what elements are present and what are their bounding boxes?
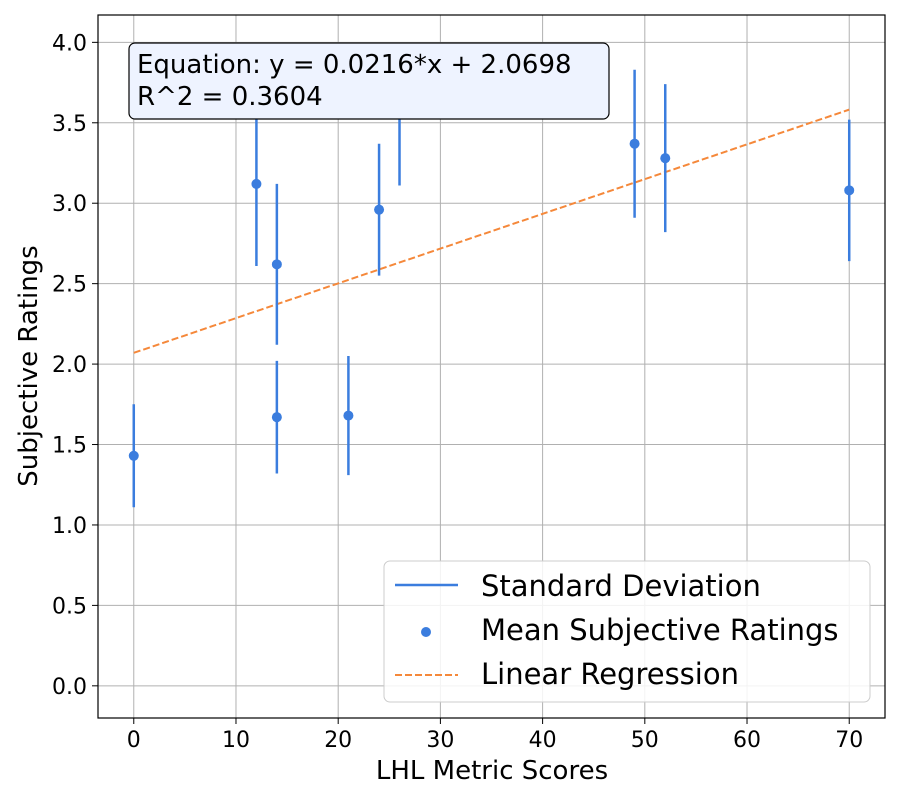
plot-frame <box>97 14 886 719</box>
x-axis-ticks: 0 10 20 30 40 50 60 70 <box>127 718 863 753</box>
y-tick-label: 0.0 <box>52 675 87 700</box>
mean-point <box>251 178 262 189</box>
mean-point <box>374 204 385 215</box>
x-tick-label: 50 <box>631 728 659 753</box>
legend-label-regression: Linear Regression <box>481 657 739 691</box>
legend: Standard Deviation Mean Subjective Ratin… <box>383 560 871 703</box>
legend-frame <box>383 560 871 703</box>
mean-point <box>343 410 354 421</box>
legend-label-mean: Mean Subjective Ratings <box>481 613 839 647</box>
x-axis-label: LHL Metric Scores <box>376 756 608 786</box>
x-tick-label: 10 <box>222 728 250 753</box>
equation-box: Equation: y = 0.0216*x + 2.0698 R^2 = 0.… <box>128 42 610 120</box>
y-tick-label: 3.0 <box>52 192 87 217</box>
regression-line <box>133 108 850 354</box>
equation-text: Equation: y = 0.0216*x + 2.0698 <box>137 50 572 80</box>
mean-point <box>629 138 640 149</box>
x-tick-label: 40 <box>529 728 557 753</box>
r-squared-text: R^2 = 0.3604 <box>137 82 323 112</box>
legend-label-sd: Standard Deviation <box>481 569 761 603</box>
y-axis-ticks: 0.0 0.5 1.0 1.5 2.0 2.5 3.0 3.5 4.0 <box>52 31 98 700</box>
y-tick-label: 1.0 <box>52 514 87 539</box>
mean-point <box>271 259 282 270</box>
equation-box-frame <box>128 42 610 120</box>
y-tick-label: 2.5 <box>52 273 87 298</box>
mean-point <box>660 153 671 164</box>
mean-point <box>844 185 855 196</box>
y-axis-label: Subjective Ratings <box>14 245 44 486</box>
y-tick-label: 0.5 <box>52 594 87 619</box>
grid <box>98 15 885 718</box>
y-tick-label: 3.5 <box>52 112 87 137</box>
y-tick-label: 1.5 <box>52 434 87 459</box>
x-tick-label: 60 <box>733 728 761 753</box>
y-tick-label: 4.0 <box>52 31 87 56</box>
x-tick-label: 0 <box>127 728 141 753</box>
mean-point <box>271 412 282 423</box>
y-tick-label: 2.0 <box>52 353 87 378</box>
mean-point <box>128 450 139 461</box>
legend-marker-swatch <box>421 627 431 637</box>
x-tick-label: 30 <box>426 728 454 753</box>
x-tick-label: 20 <box>324 728 352 753</box>
x-tick-label: 70 <box>835 728 863 753</box>
